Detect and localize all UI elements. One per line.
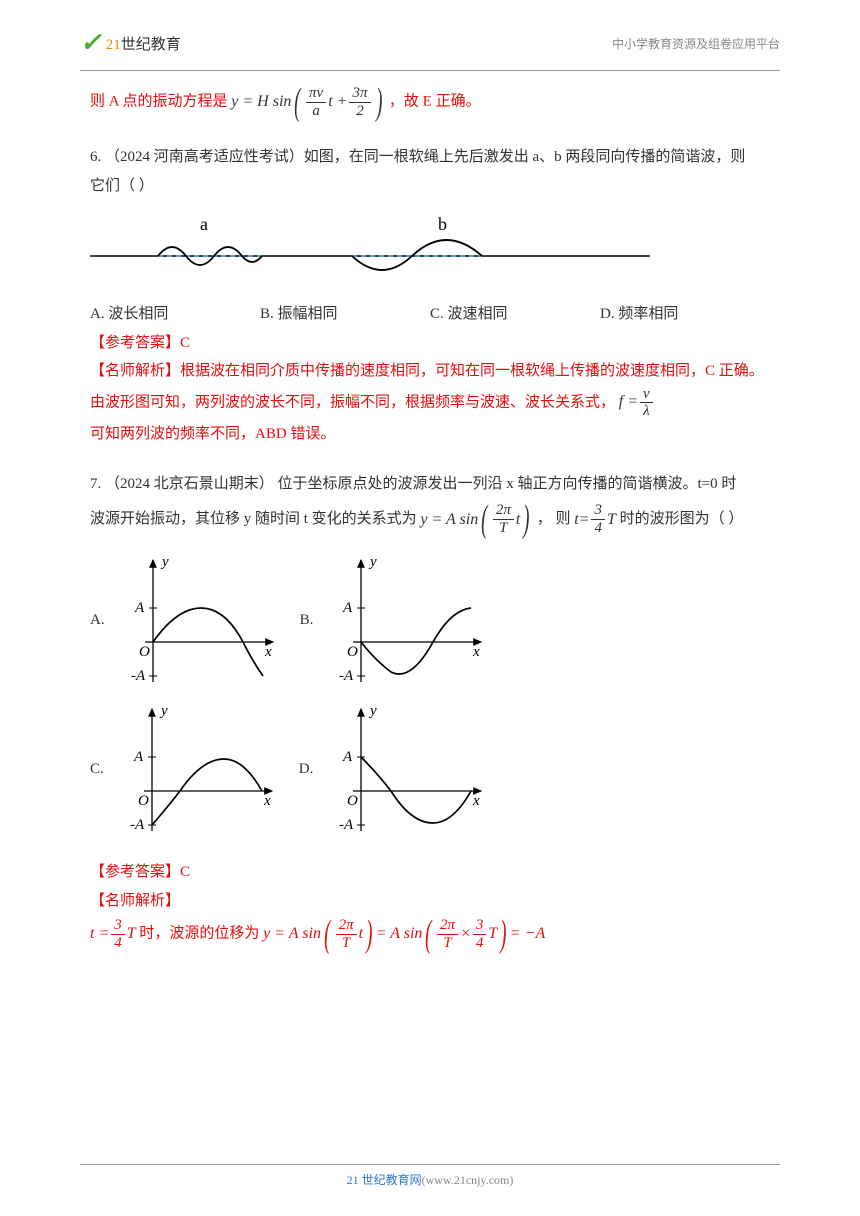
footer-divider: [80, 1164, 780, 1165]
page-content: 则 A 点的振动方程是 y = H sin( πvat + 3π2 ) ，故 E…: [0, 71, 860, 953]
q7-answer: 【参考答案】C: [90, 858, 770, 887]
logo-runner-icon: ✓: [80, 28, 102, 58]
footer-text: 21 世纪教育网(www.21cnjy.com): [0, 1171, 860, 1188]
svg-text:x: x: [263, 793, 271, 809]
graph-a: y x A -A O: [125, 554, 280, 689]
q6-options: A. 波长相同 B. 振幅相同 C. 波速相同 D. 频率相同: [90, 300, 770, 329]
svg-text:-A: -A: [130, 817, 145, 833]
q6-opt-c: C. 波速相同: [430, 300, 600, 329]
q6-analysis-2: 由波形图可知，两列波的波长不同，振幅不同，根据频率与波速、波长关系式， f = …: [90, 386, 770, 420]
svg-text:y: y: [368, 703, 377, 719]
graph-b: y x A -A O: [333, 554, 488, 689]
logo-text: 21世纪教育: [106, 33, 181, 54]
q7-analysis-label: 【名师解析】: [90, 887, 770, 916]
svg-text:-A: -A: [339, 668, 354, 684]
svg-text:O: O: [347, 793, 358, 809]
q6-analysis-3: 可知两列波的频率不同，ABD 错误。: [90, 420, 770, 449]
question-7: 7. （2024 北京石景山期末） 位于坐标原点处的波源发出一列沿 x 轴正方向…: [90, 470, 770, 953]
q7-row-2: C. y x A -A O D. y x A: [90, 703, 770, 838]
svg-text:A: A: [134, 600, 145, 616]
svg-text:x: x: [264, 644, 272, 660]
svg-text:A: A: [342, 749, 353, 765]
q6-stem-1: 6. （2024 河南高考适应性考试）如图，在同一根软绳上先后激发出 a、b 两…: [90, 143, 770, 172]
eq-prefix: 则 A 点的振动方程是: [90, 93, 231, 109]
q7-y-formula: y = A sin( 2πTt ): [420, 499, 533, 541]
q7-t-formula: t=34T: [574, 499, 616, 541]
q6-stem-2: 它们（ ）: [90, 172, 770, 201]
svg-text:y: y: [368, 554, 377, 570]
svg-text:y: y: [159, 703, 168, 719]
q6-opt-b: B. 振幅相同: [260, 300, 430, 329]
header-subtitle: 中小学教育资源及组卷应用平台: [612, 35, 780, 52]
wave-svg: a b: [90, 210, 650, 290]
svg-text:-A: -A: [339, 817, 354, 833]
graph-d: y x A -A O: [333, 703, 488, 838]
q7-label-c: C.: [90, 755, 104, 839]
q6-opt-d: D. 频率相同: [600, 300, 770, 329]
q7-analysis-eq: t = 34T 时，波源的位移为 y = A sin( 2πTt ) = A s…: [90, 915, 770, 953]
svg-text:O: O: [138, 793, 149, 809]
svg-text:O: O: [139, 644, 150, 660]
freq-formula: f = vλ: [619, 386, 655, 420]
q7-label-b: B.: [300, 606, 314, 690]
q7-stem-1: 7. （2024 北京石景山期末） 位于坐标原点处的波源发出一列沿 x 轴正方向…: [90, 470, 770, 499]
q7-label-a: A.: [90, 606, 105, 690]
svg-text:y: y: [160, 554, 169, 570]
page-header: ✓ 21世纪教育 中小学教育资源及组卷应用平台: [0, 0, 860, 66]
vibration-equation: y = H sin( πvat + 3π2 ): [231, 83, 385, 121]
svg-text:x: x: [472, 793, 480, 809]
q7-row-1: A. y x A -A O B. y x: [90, 554, 770, 689]
page-footer: 21 世纪教育网(www.21cnjy.com): [0, 1164, 860, 1188]
svg-text:-A: -A: [131, 668, 146, 684]
q6-wave-diagram: a b: [90, 210, 770, 290]
svg-text:x: x: [472, 644, 480, 660]
question-6: 6. （2024 河南高考适应性考试）如图，在同一根软绳上先后激发出 a、b 两…: [90, 143, 770, 448]
svg-text:O: O: [347, 644, 358, 660]
label-b: b: [438, 214, 447, 234]
svg-text:A: A: [133, 749, 144, 765]
q6-opt-a: A. 波长相同: [90, 300, 260, 329]
prev-equation-line: 则 A 点的振动方程是 y = H sin( πvat + 3π2 ) ，故 E…: [90, 83, 770, 121]
q7-stem-2: 波源开始振动，其位移 y 随时间 t 变化的关系式为 y = A sin( 2π…: [90, 499, 770, 541]
eq-suffix: ，故 E 正确。: [389, 93, 481, 109]
site-logo: ✓ 21世纪教育: [80, 28, 181, 58]
graph-c: y x A -A O: [124, 703, 279, 838]
svg-text:A: A: [342, 600, 353, 616]
q6-analysis-1: 【名师解析】根据波在相同介质中传播的速度相同，可知在同一根软绳上传播的波速度相同…: [90, 357, 770, 386]
q7-label-d: D.: [299, 755, 314, 839]
label-a: a: [200, 214, 208, 234]
q6-answer: 【参考答案】C: [90, 329, 770, 358]
